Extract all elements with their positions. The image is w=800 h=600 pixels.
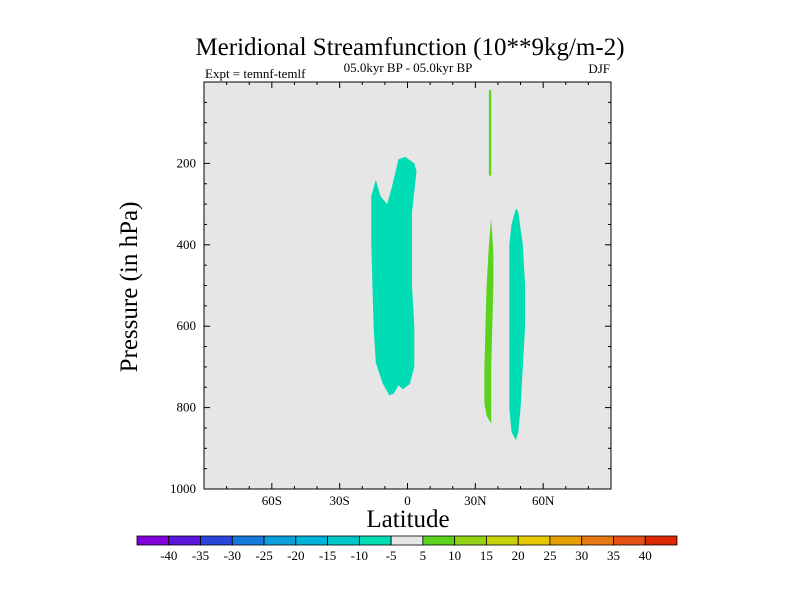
subtitle-center: 05.0kyr BP - 05.0kyr BP xyxy=(344,60,473,75)
y-tick-label: 1000 xyxy=(170,481,196,496)
colorbar-swatch xyxy=(168,535,201,546)
colorbar-label: 15 xyxy=(480,548,493,563)
x-axis-label: Latitude xyxy=(366,506,449,533)
colorbar-swatch xyxy=(390,535,424,546)
colorbar-swatch xyxy=(295,535,328,546)
colorbar-swatch xyxy=(486,535,519,546)
colorbar-swatch xyxy=(422,535,456,546)
x-tick-label: 60S xyxy=(262,493,282,508)
colorbar-label: -25 xyxy=(255,548,272,563)
subtitle-right: DJF xyxy=(588,61,610,76)
y-tick-label: 400 xyxy=(177,237,197,252)
x-axis: 60S 30S 0 30N 60N xyxy=(203,82,612,508)
colorbar-label: 10 xyxy=(448,548,461,563)
colorbar-label: 35 xyxy=(607,548,620,563)
colorbar-label: 20 xyxy=(512,548,525,563)
x-tick-label: 30S xyxy=(330,493,350,508)
contour-region-northern-positive-cell xyxy=(484,218,494,424)
x-tick-label: 0 xyxy=(404,493,411,508)
colorbar: -40 -35 -30 -25 -20 -15 -10 -5 5 10 15 20 25 30 35 40 xyxy=(136,535,678,563)
y-axis-label: Pressure (in hPa) xyxy=(116,202,143,373)
contour-region-southern-negative-cell xyxy=(371,156,417,396)
contour-region-northern-negative-cell xyxy=(509,208,526,441)
y-tick-label: 200 xyxy=(177,155,197,170)
chart-title: Meridional Streamfunction (10**9kg/m-2) xyxy=(195,34,624,61)
colorbar-label: 40 xyxy=(639,548,652,563)
y-axis: 200 400 600 800 1000 xyxy=(170,81,611,496)
colorbar-label: -10 xyxy=(351,548,368,563)
y-tick-label: 800 xyxy=(177,400,197,415)
colorbar-swatch xyxy=(549,535,583,546)
colorbar-label: -5 xyxy=(386,548,397,563)
x-tick-label: 30N xyxy=(464,493,487,508)
colorbar-label: 5 xyxy=(420,548,427,563)
colorbar-swatch xyxy=(358,535,392,546)
colorbar-swatch xyxy=(454,535,487,546)
colorbar-label: -30 xyxy=(224,548,241,563)
colorbar-swatch xyxy=(644,535,678,546)
colorbar-label: -35 xyxy=(192,548,209,563)
colorbar-swatch xyxy=(263,535,297,546)
y-tick-label: 600 xyxy=(177,318,197,333)
colorbar-swatch xyxy=(136,535,170,546)
colorbar-swatch xyxy=(327,535,360,546)
x-tick-label: 60N xyxy=(532,493,555,508)
colorbar-swatch xyxy=(613,535,646,546)
colorbar-label: -15 xyxy=(319,548,336,563)
colorbar-label: -40 xyxy=(160,548,177,563)
subtitle-left: Expt = temnf-temlf xyxy=(205,66,306,81)
colorbar-label: 25 xyxy=(543,548,556,563)
colorbar-swatch xyxy=(200,535,233,546)
contour-regions xyxy=(371,90,526,441)
colorbar-label: -20 xyxy=(287,548,304,563)
colorbar-swatch xyxy=(517,535,551,546)
contour-region-upper-positive-streak xyxy=(488,90,492,176)
colorbar-swatch xyxy=(231,535,265,546)
colorbar-label: 30 xyxy=(575,548,588,563)
colorbar-swatch xyxy=(581,535,614,546)
